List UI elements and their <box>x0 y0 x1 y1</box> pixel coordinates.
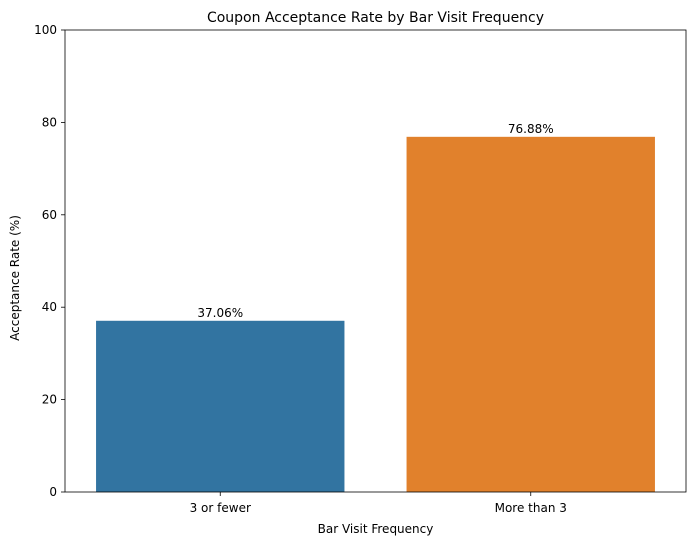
y-tick-label-0: 0 <box>49 485 57 499</box>
y-tick-label-20: 20 <box>42 393 57 407</box>
y-tick-label-40: 40 <box>42 300 57 314</box>
bar-1 <box>96 320 345 492</box>
y-axis-label: Acceptance Rate (%) <box>8 215 22 341</box>
x-tick-label-1: 3 or fewer <box>190 501 251 515</box>
bar-2 <box>406 136 655 493</box>
plot-frame <box>64 29 687 493</box>
y-tick-label-80: 80 <box>42 115 57 129</box>
chart-title: Coupon Acceptance Rate by Bar Visit Freq… <box>207 10 544 26</box>
y-tick-label-60: 60 <box>42 208 57 222</box>
plot-area: 37.06% 3 or fewer 76.88% More than 3 0 20 40 60… <box>34 23 687 515</box>
x-tick-label-2: More than 3 <box>495 501 567 515</box>
data-label-2: 76.88% <box>508 122 554 136</box>
y-tick-label-100: 100 <box>34 23 57 37</box>
x-axis-label: Bar Visit Frequency <box>318 522 434 536</box>
data-label-1: 37.06% <box>197 306 243 320</box>
